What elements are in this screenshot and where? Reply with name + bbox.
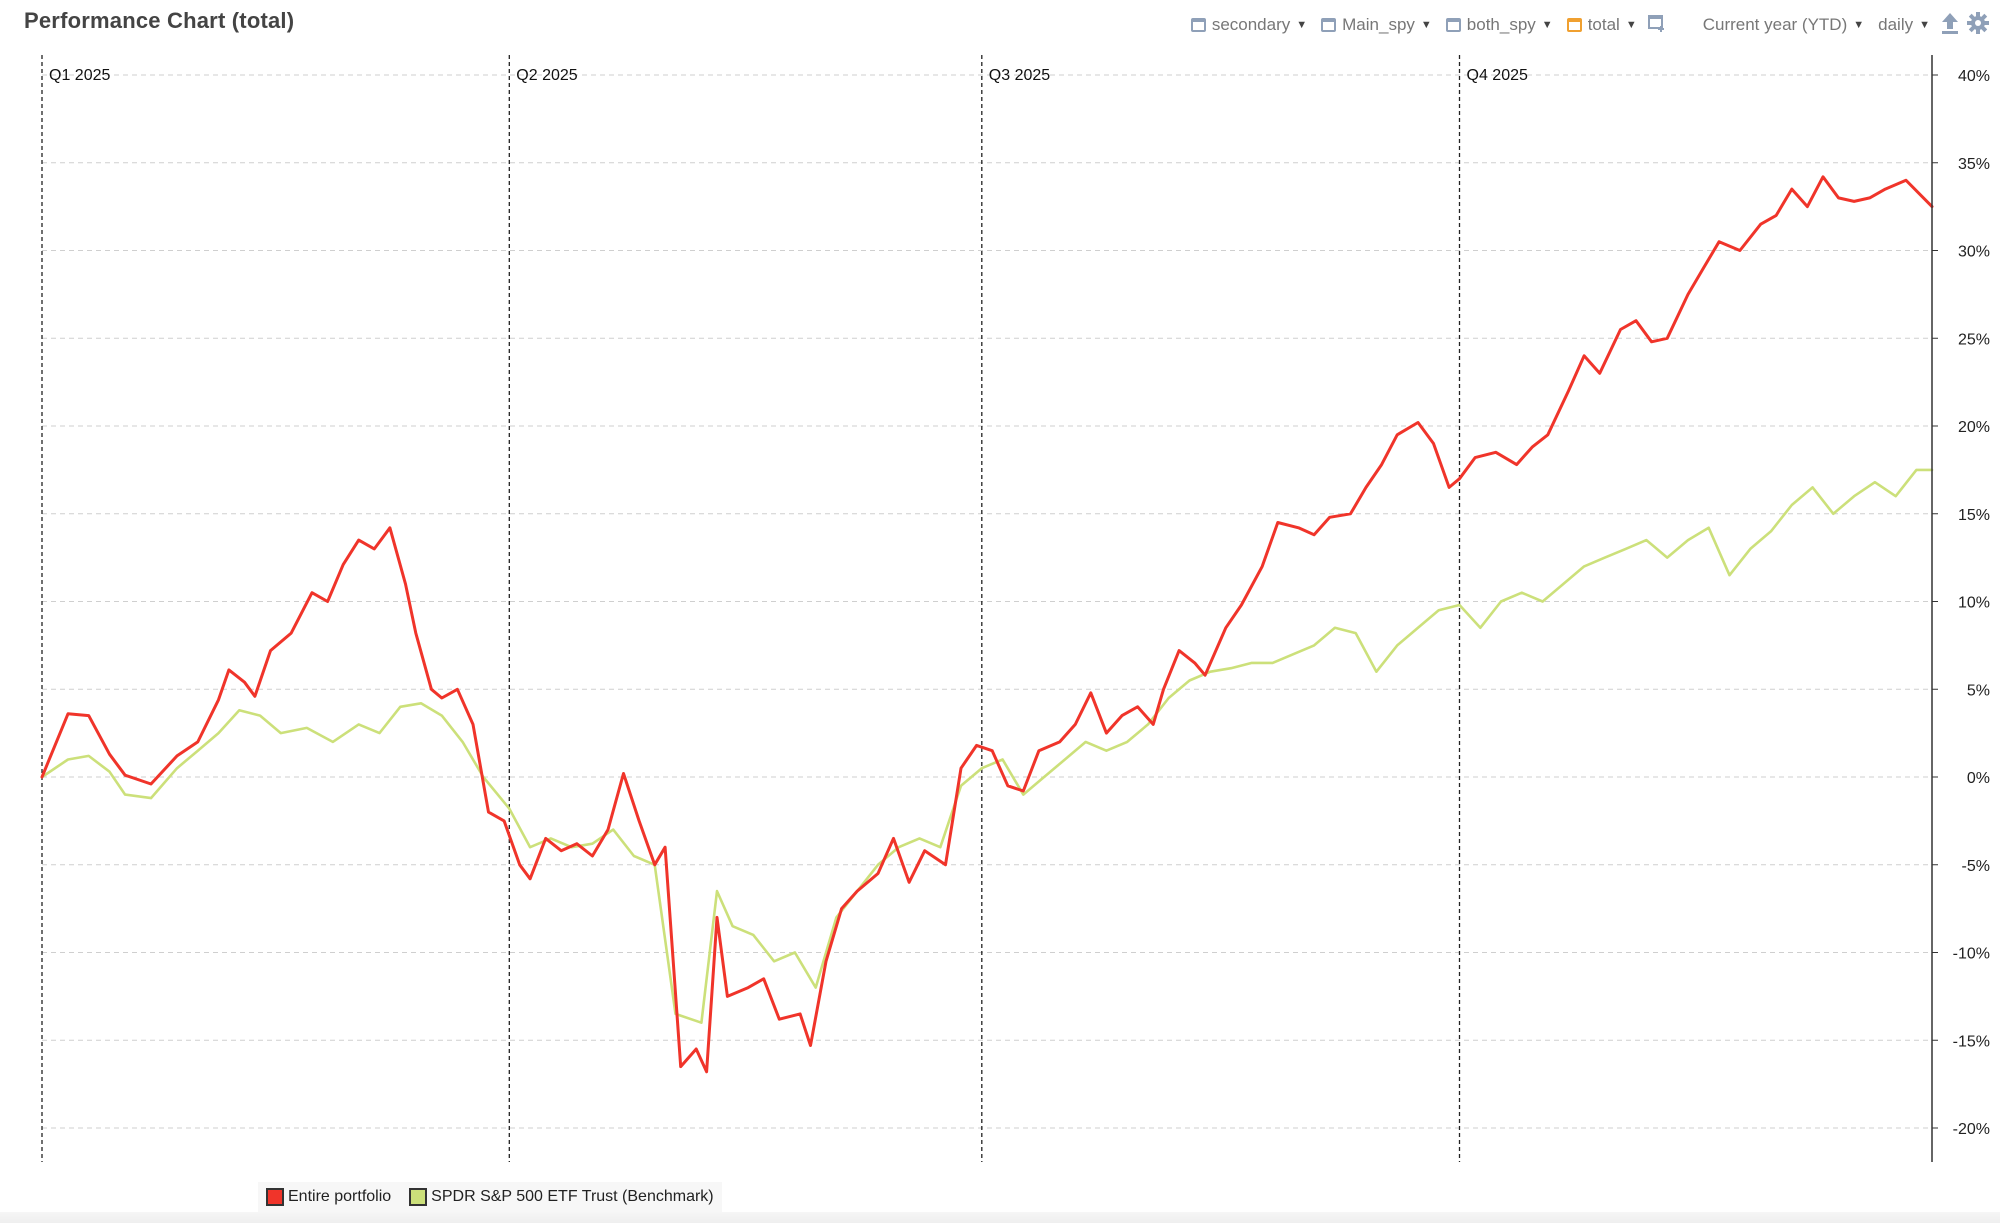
caret-down-icon[interactable]: ▼: [1420, 19, 1432, 31]
y-tick-label: -5%: [1962, 858, 1990, 875]
y-tick-label: 25%: [1958, 331, 1990, 348]
export-upload-icon[interactable]: [1940, 11, 1960, 40]
toolbar-item-both-spy[interactable]: both_spy ▼: [1442, 15, 1557, 35]
chart-toolbar: secondary ▼ Main_spy ▼ both_spy ▼ total …: [1187, 11, 1990, 40]
toolbar-item-main-spy[interactable]: Main_spy ▼: [1317, 15, 1436, 35]
legend-swatch: [266, 1188, 284, 1206]
toolbar-item-secondary[interactable]: secondary ▼: [1187, 15, 1311, 35]
quarter-label: Q1 2025: [49, 67, 110, 84]
legend-item-benchmark[interactable]: SPDR S&P 500 ETF Trust (Benchmark): [409, 1188, 714, 1206]
quarter-label: Q3 2025: [989, 67, 1050, 84]
y-tick-label: 20%: [1958, 419, 1990, 436]
chart-legend: Entire portfolio SPDR S&P 500 ETF Trust …: [258, 1182, 722, 1212]
checkbox-icon[interactable]: [1190, 18, 1206, 32]
period-selector-label: Current year (YTD): [1702, 15, 1848, 34]
quarter-label: Q2 2025: [516, 67, 577, 84]
frequency-selector[interactable]: daily ▼: [1874, 15, 1934, 35]
toolbar-item-total[interactable]: total ▼: [1563, 15, 1641, 35]
checkbox-checked-icon[interactable]: [1566, 18, 1582, 32]
y-tick-label: 35%: [1958, 156, 1990, 173]
legend-swatch: [409, 1188, 428, 1206]
y-tick-label: -15%: [1953, 1033, 1990, 1050]
caret-down-icon[interactable]: ▼: [1853, 19, 1865, 31]
period-selector[interactable]: Current year (YTD) ▼: [1699, 15, 1868, 35]
legend-label: Entire portfolio: [288, 1188, 392, 1205]
y-tick-label: 40%: [1958, 68, 1990, 85]
toolbar-item-label: Main_spy: [1342, 15, 1415, 34]
toolbar-item-label: both_spy: [1466, 15, 1536, 34]
legend-item-entire-portfolio[interactable]: Entire portfolio: [266, 1188, 391, 1206]
y-tick-label: 5%: [1967, 682, 1990, 699]
y-tick-label: 10%: [1958, 595, 1990, 612]
series-line-entire-portfolio[interactable]: [40, 175, 1934, 1074]
footer-bar: [0, 1212, 2000, 1223]
legend-label: SPDR S&P 500 ETF Trust (Benchmark): [431, 1188, 714, 1205]
quarter-label: Q4 2025: [1467, 67, 1528, 84]
add-chart-icon[interactable]: [1647, 13, 1667, 38]
checkbox-icon[interactable]: [1321, 18, 1337, 32]
toolbar-item-label: secondary: [1211, 15, 1291, 34]
y-tick-label: 30%: [1958, 244, 1990, 261]
frequency-selector-label: daily: [1878, 15, 1914, 34]
series-line-benchmark[interactable]: [40, 468, 1934, 1025]
y-tick-label: 15%: [1958, 507, 1990, 524]
caret-down-icon[interactable]: ▼: [1919, 19, 1930, 31]
caret-down-icon[interactable]: ▼: [1541, 19, 1553, 31]
checkbox-icon[interactable]: [1445, 18, 1461, 32]
y-tick-label: 0%: [1967, 770, 1990, 787]
settings-gear-icon[interactable]: [1966, 11, 1990, 40]
toolbar-item-label: total: [1587, 15, 1620, 34]
caret-down-icon[interactable]: ▼: [1296, 19, 1308, 31]
y-tick-label: -20%: [1953, 1121, 1990, 1138]
y-tick-label: -10%: [1953, 946, 1990, 963]
chart-title: Performance Chart (total): [24, 8, 295, 33]
caret-down-icon[interactable]: ▼: [1625, 19, 1637, 31]
